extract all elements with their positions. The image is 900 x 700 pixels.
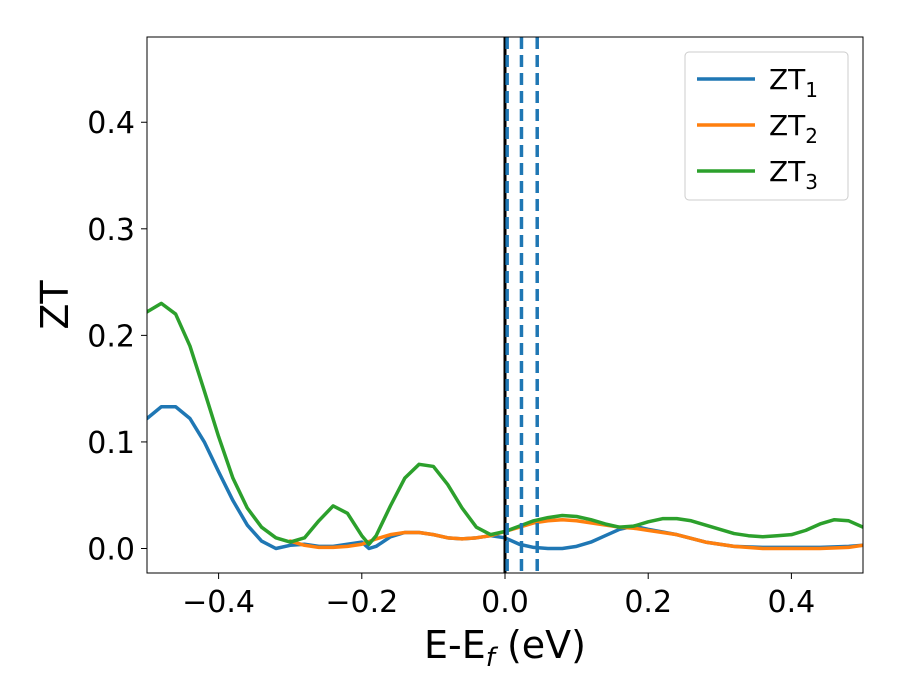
series-line-3 [147,301,863,546]
series-layer [147,301,863,551]
x-tick-label: 0.4 [768,585,816,620]
y-tick-label: 0.1 [87,426,135,461]
x-tick-label: 0.2 [624,585,672,620]
y-tick-label: 0.3 [87,213,135,248]
legend-label-2: ZT2 [769,109,818,148]
x-axis-label-unit: (eV) [495,623,586,667]
y-axis-ticks: 0.0 0.1 0.2 0.3 0.4 [87,106,147,567]
x-tick-label: −0.4 [182,585,255,620]
y-tick-label: 0.0 [87,532,135,567]
reference-lines [503,37,539,573]
y-tick-label: 0.4 [87,106,135,141]
x-axis-label-main: E-E [424,623,486,667]
x-tick-label: −0.2 [325,585,398,620]
legend: ZT1 ZT2 ZT3 [684,51,849,201]
x-tick-label: 0.0 [481,585,529,620]
x-axis-ticks: −0.4 −0.2 0.0 0.2 0.4 [182,573,815,620]
legend-box [684,51,849,201]
y-tick-label: 0.2 [87,319,135,354]
x-axis-label: E-Ef (eV) [424,623,586,673]
legend-label-3: ZT3 [769,155,818,194]
legend-label-1: ZT1 [769,63,818,102]
legend-entries: ZT1 ZT2 ZT3 [697,63,818,194]
y-axis-label: ZT [33,280,77,330]
